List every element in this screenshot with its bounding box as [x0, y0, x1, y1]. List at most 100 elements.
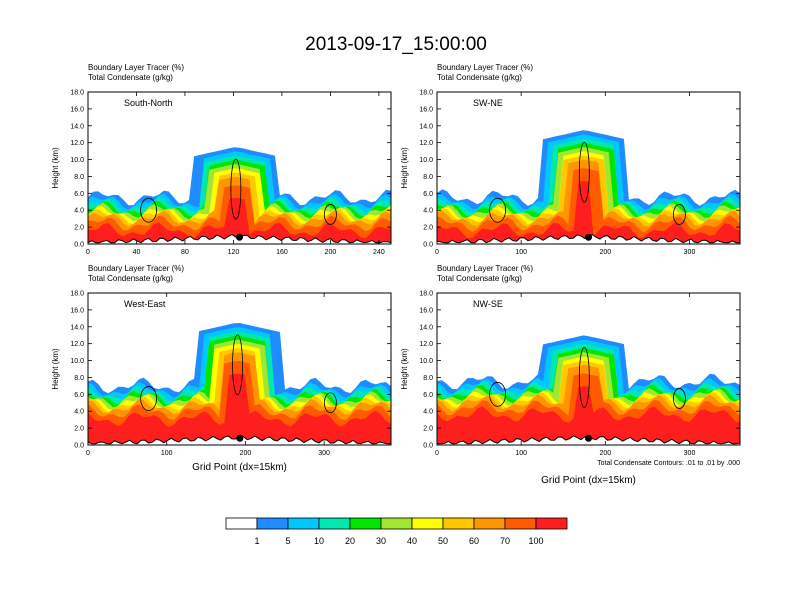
plot-frame [87, 292, 392, 446]
tracer-field [88, 147, 391, 244]
y-tick-label: 6.0 [423, 191, 433, 198]
panel-south-north: Boundary Layer Tracer (%)Total Condensat… [51, 63, 392, 256]
colorbar-label: 40 [407, 536, 417, 546]
plot-frame [87, 91, 392, 245]
y-tick-label: 4.0 [74, 208, 84, 215]
panel-title-tracer: Boundary Layer Tracer (%) [437, 63, 533, 72]
condensate-contour [140, 197, 158, 223]
plot-frame [436, 91, 741, 245]
figure-title: 2013-09-17_15:00:00 [305, 34, 487, 55]
y-tick-label: 18.0 [70, 291, 84, 298]
y-tick-label: 2.0 [74, 225, 84, 232]
panel-title-tracer: Boundary Layer Tracer (%) [88, 264, 184, 273]
y-tick-label: 6.0 [74, 191, 84, 198]
y-tick-label: 10.0 [419, 157, 433, 164]
tracer-field [437, 335, 740, 445]
panel-title-tracer: Boundary Layer Tracer (%) [437, 264, 533, 273]
condensate-contour [673, 388, 686, 409]
x-tick-label: 200 [325, 249, 337, 256]
y-tick-label: 10.0 [419, 358, 433, 365]
x-tick-label: 40 [133, 249, 141, 256]
x-tick-label: 240 [373, 249, 385, 256]
x-tick-label: 0 [86, 450, 90, 457]
y-tick-label: 12.0 [70, 341, 84, 348]
colorbar-label: 50 [438, 536, 448, 546]
colorbar: 1 5 10 20 30 40 50 60 70 100 [225, 517, 568, 546]
x-axis-label: Grid Point (dx=15km) [192, 462, 287, 473]
y-axis-label: Height (km) [400, 348, 409, 390]
x-tick-label: 300 [684, 450, 696, 457]
y-tick-label: 0.0 [74, 443, 84, 450]
y-axis-label: Height (km) [51, 348, 60, 390]
station-marker [236, 434, 244, 442]
y-tick-label: 12.0 [70, 140, 84, 147]
condensate-contour [323, 204, 337, 225]
y-tick-label: 16.0 [70, 307, 84, 314]
colorbar-swatch [287, 517, 320, 530]
x-axis-label: Grid Point (dx=15km) [541, 475, 636, 486]
colorbar-swatch [349, 517, 382, 530]
x-tick-label: 200 [240, 450, 252, 457]
y-tick-label: 2.0 [423, 426, 433, 433]
panel-title-condensate: Total Condensate (g/kg) [437, 274, 522, 283]
y-tick-label: 4.0 [423, 409, 433, 416]
y-tick-label: 16.0 [70, 106, 84, 113]
condensate-contour [323, 392, 337, 414]
colorbar-label: 10 [314, 536, 324, 546]
panel-nw-se: Boundary Layer Tracer (%)Total Condensat… [400, 264, 741, 486]
x-tick-label: 0 [435, 450, 439, 457]
station-marker [585, 233, 592, 241]
contour-note: Total Condensate Contours: .01 to .01 by… [597, 460, 740, 467]
y-tick-label: 14.0 [70, 324, 84, 331]
x-tick-label: 0 [86, 249, 90, 256]
colorbar-swatch [504, 517, 537, 530]
x-tick-label: 160 [276, 249, 288, 256]
y-tick-label: 14.0 [70, 123, 84, 130]
colorbar-label: 30 [376, 536, 386, 546]
panel-title-condensate: Total Condensate (g/kg) [437, 73, 522, 82]
panel-label: West-East [124, 299, 166, 309]
tracer-layer [88, 197, 391, 244]
panel-label: NW-SE [473, 299, 503, 309]
panels-group: Boundary Layer Tracer (%)Total Condensat… [51, 63, 741, 486]
panel-label: SW-NE [473, 98, 503, 108]
x-tick-label: 300 [684, 249, 696, 256]
x-tick-label: 200 [599, 450, 611, 457]
y-tick-label: 18.0 [70, 90, 84, 97]
condensate-contour [489, 381, 507, 407]
condensate-contour [232, 334, 243, 396]
y-axis-label: Height (km) [400, 147, 409, 189]
y-tick-label: 0.0 [423, 242, 433, 249]
y-axis-label: Height (km) [51, 147, 60, 189]
y-tick-label: 18.0 [419, 90, 433, 97]
y-tick-label: 6.0 [74, 392, 84, 399]
y-tick-label: 8.0 [423, 174, 433, 181]
panel-sw-ne: Boundary Layer Tracer (%)Total Condensat… [400, 63, 741, 256]
tracer-field [88, 323, 391, 445]
condensate-contour [673, 204, 686, 225]
plot-frame [436, 292, 741, 446]
colorbar-label: 100 [528, 536, 543, 546]
condensate-contour [489, 197, 507, 223]
condensate-contour [578, 141, 590, 203]
colorbar-swatch [318, 517, 351, 530]
panel-title-condensate: Total Condensate (g/kg) [88, 73, 173, 82]
y-tick-label: 16.0 [419, 307, 433, 314]
y-tick-label: 0.0 [423, 443, 433, 450]
condensate-contour [140, 386, 158, 411]
x-tick-label: 100 [515, 450, 527, 457]
tracer-layer [88, 373, 391, 445]
y-tick-label: 6.0 [423, 392, 433, 399]
colorbar-swatch [225, 517, 258, 530]
y-tick-label: 12.0 [419, 341, 433, 348]
y-tick-label: 8.0 [74, 174, 84, 181]
y-tick-label: 8.0 [423, 375, 433, 382]
y-tick-label: 14.0 [419, 123, 433, 130]
y-tick-label: 14.0 [419, 324, 433, 331]
tracer-layer [437, 180, 740, 244]
x-tick-label: 100 [161, 450, 173, 457]
y-tick-label: 4.0 [423, 208, 433, 215]
colorbar-label: 60 [469, 536, 479, 546]
panel-title-tracer: Boundary Layer Tracer (%) [88, 63, 184, 72]
